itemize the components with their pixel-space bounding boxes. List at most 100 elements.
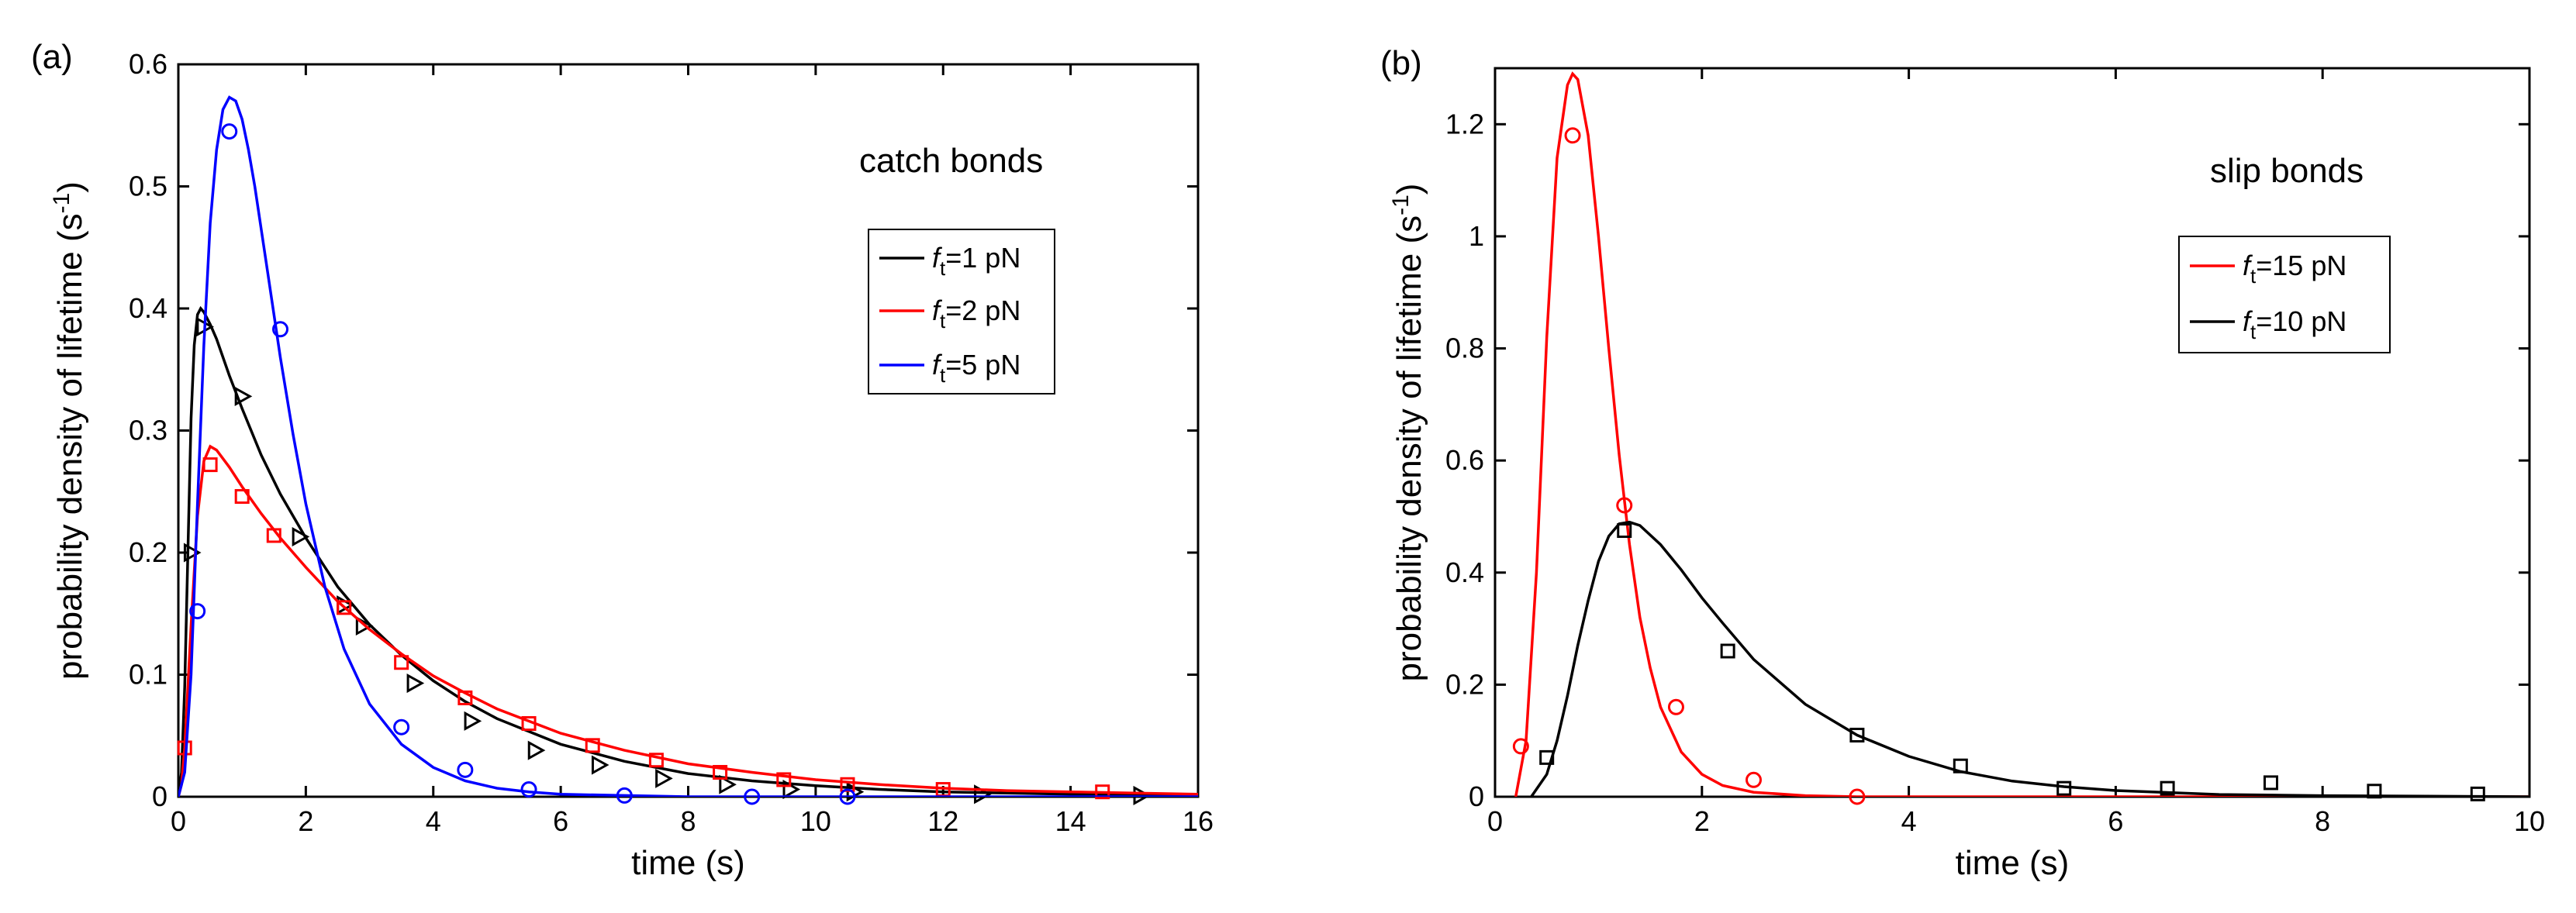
chart-panel-a: (a) catch bonds 0 2 4 6 8 10 12 14 16 0 0.1 0.2 0.3 0…: [31, 38, 1214, 882]
data-point: [458, 690, 473, 705]
data-point: [1746, 771, 1762, 788]
y-tick-label: 1.2: [1445, 108, 1484, 140]
x-tick-label: 4: [1901, 805, 1917, 837]
x-axis-label: time (s): [631, 844, 745, 882]
data-point: [776, 772, 792, 787]
data-point: [457, 761, 474, 778]
data-point: [2160, 780, 2175, 796]
panel-label-a: (a): [31, 38, 73, 76]
annotation-catch-bonds: catch bonds: [859, 142, 1043, 180]
data-point: [585, 738, 600, 753]
x-tick-label: 12: [927, 805, 958, 837]
data-point: [272, 321, 288, 338]
data-point: [183, 543, 202, 563]
data-point: [292, 526, 310, 547]
data-point: [202, 457, 218, 473]
y-tick-label: 0.4: [1445, 556, 1484, 588]
data-point: [713, 765, 728, 780]
data-point: [1616, 497, 1633, 514]
legend-entry: ft=1 pN: [932, 242, 1020, 280]
data-point: [406, 673, 425, 694]
data-point: [2470, 786, 2485, 801]
data-point: [1095, 784, 1110, 800]
x-tick-label: 8: [680, 805, 696, 837]
data-point: [234, 386, 253, 406]
data-point: [1667, 698, 1684, 715]
x-tick-label: 16: [1183, 805, 1214, 837]
y-tick-label: 0.5: [129, 171, 167, 202]
series-2: [1530, 520, 2529, 801]
data-point: [1539, 749, 1555, 765]
data-point: [1849, 727, 1865, 742]
data-point: [1953, 758, 1968, 773]
x-tick-label: 10: [2514, 805, 2545, 837]
x-tick-label: 2: [298, 805, 313, 837]
data-point: [521, 716, 537, 731]
data-point: [1512, 738, 1529, 755]
x-tick-label: 10: [800, 805, 831, 837]
data-point: [591, 755, 609, 775]
series-1: [1512, 71, 2529, 805]
data-point: [189, 603, 206, 620]
data-point: [393, 718, 410, 736]
series-line: [1530, 520, 2529, 797]
data-point: [744, 788, 761, 805]
x-axis-label: time (s): [1956, 844, 2070, 882]
x-tick-label: 4: [426, 805, 441, 837]
x-tick-label: 6: [553, 805, 568, 837]
x-tick-label: 14: [1055, 805, 1086, 837]
data-point: [266, 528, 281, 543]
chart-panel-b: (b) slip bonds 0 2 4 6 8 10 0 0.2 0.4 0.6 0.8 1 1.2 t…: [1380, 44, 2545, 882]
plot-frame: [1493, 67, 2531, 798]
panel-label-b: (b): [1380, 44, 1422, 82]
data-point: [464, 711, 482, 731]
series-3: [178, 95, 1198, 805]
data-point: [2056, 780, 2072, 796]
data-point: [2367, 784, 2382, 799]
legend-entry: ft=5 pN: [932, 349, 1020, 387]
data-point: [839, 788, 856, 805]
series-2: [177, 444, 1198, 800]
data-point: [616, 787, 633, 804]
y-tick-label: 0: [1469, 780, 1484, 812]
y-tick-label: 0.1: [129, 659, 167, 691]
x-tick-label: 0: [1487, 805, 1503, 837]
x-tick-label: 8: [2315, 805, 2330, 837]
x-tick-label: 0: [171, 805, 186, 837]
y-tick-label: 0.2: [129, 536, 167, 568]
data-point: [648, 753, 664, 768]
data-point: [1617, 523, 1632, 539]
data-point: [520, 781, 537, 798]
y-tick-label: 0.8: [1445, 332, 1484, 364]
y-tick-label: 0.2: [1445, 668, 1484, 700]
data-point: [221, 123, 238, 140]
series-line: [1514, 71, 2529, 797]
series-line: [178, 444, 1198, 797]
data-point: [1849, 788, 1866, 805]
legend-box: [2178, 236, 2391, 353]
y-axis-label: probability density of lifetime (s-1): [1388, 184, 1428, 682]
y-tick-label: 0.6: [1445, 444, 1484, 476]
legend-entry: ft=10 pN: [2243, 305, 2346, 343]
series-line: [178, 95, 1198, 797]
series-line: [178, 305, 1198, 797]
data-point: [2263, 775, 2278, 791]
data-point: [655, 768, 673, 788]
data-point: [1564, 127, 1581, 144]
plot-frame: [177, 63, 1200, 798]
data-point: [394, 655, 409, 670]
y-tick-label: 0.6: [129, 48, 167, 80]
data-point: [1720, 643, 1735, 659]
x-tick-label: 2: [1694, 805, 1710, 837]
data-point: [719, 774, 737, 794]
y-tick-label: 0.4: [129, 292, 167, 324]
data-point: [234, 489, 250, 505]
y-axis-label: probability density of lifetime (s-1): [49, 181, 89, 680]
annotation-slip-bonds: slip bonds: [2210, 152, 2364, 190]
y-tick-label: 0.3: [129, 415, 167, 446]
data-point: [355, 615, 374, 636]
x-tick-label: 6: [2108, 805, 2123, 837]
